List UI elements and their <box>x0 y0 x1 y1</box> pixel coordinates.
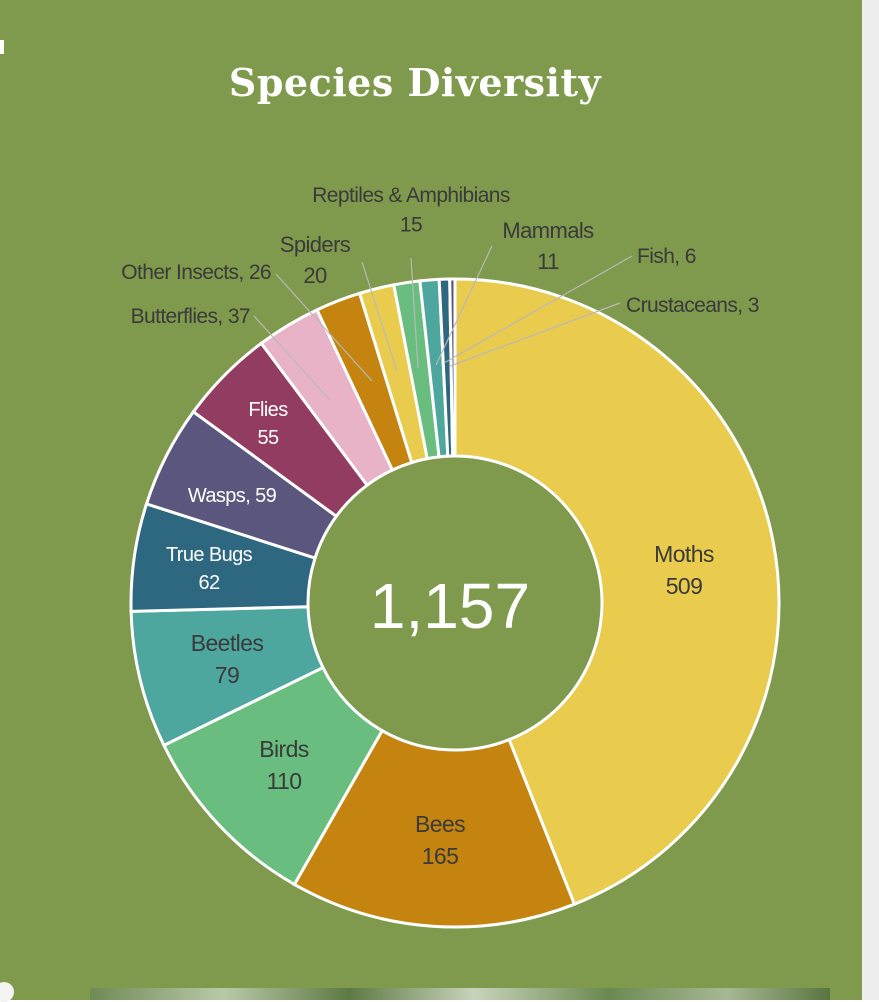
data-label-fish: Fish, 6 <box>637 245 696 268</box>
slice-crustaceans <box>448 277 457 458</box>
data-label-crustaceans: Crustaceans, 3 <box>626 294 759 317</box>
slice-bees <box>292 728 577 929</box>
data-label-wasps: Wasps, 59 <box>188 485 277 507</box>
data-label-beetles: Beetles 79 <box>191 630 264 688</box>
chart-title: Species Diversity <box>228 60 602 105</box>
page-edge <box>862 0 879 1000</box>
data-label-spiders: Spiders 20 <box>280 232 351 288</box>
total-count: 1,157 <box>370 570 530 642</box>
data-label-flies: Flies 55 <box>248 399 288 449</box>
data-label-bees: Bees 165 <box>415 811 465 869</box>
data-label-moths: Moths 509 <box>654 541 714 599</box>
leader-line-fish <box>443 255 633 364</box>
data-label-birds: Birds 110 <box>259 736 309 794</box>
corner-marker <box>0 40 4 54</box>
data-label-true-bugs: True Bugs 62 <box>166 544 253 594</box>
data-label-other-insects: Other Insects, 26 <box>121 261 271 284</box>
leader-line-butterflies <box>253 315 331 401</box>
leader-line-spiders <box>361 261 398 372</box>
data-label-mammals: Mammals 11 <box>502 218 594 274</box>
leader-line-reptiles-and-amphibians <box>410 257 419 369</box>
leader-line-mammals <box>435 245 493 366</box>
chart-panel: Species Diversity Moths 509 Bees 165 Birds 11… <box>0 0 862 1000</box>
slice-moths <box>453 277 781 907</box>
leader-line-other-insects <box>275 273 373 382</box>
leader-line-crustaceans <box>449 302 621 367</box>
photo-strip <box>90 988 830 1000</box>
scroll-bubble <box>0 982 14 1002</box>
data-label-reptiles-and-amphibians: Reptiles & Amphibians 15 <box>312 184 510 236</box>
donut-chart: Moths 509 Bees 165 Birds 110 Beetles 79 True Bug… <box>121 184 781 929</box>
data-label-butterflies: Butterflies, 37 <box>131 305 250 328</box>
